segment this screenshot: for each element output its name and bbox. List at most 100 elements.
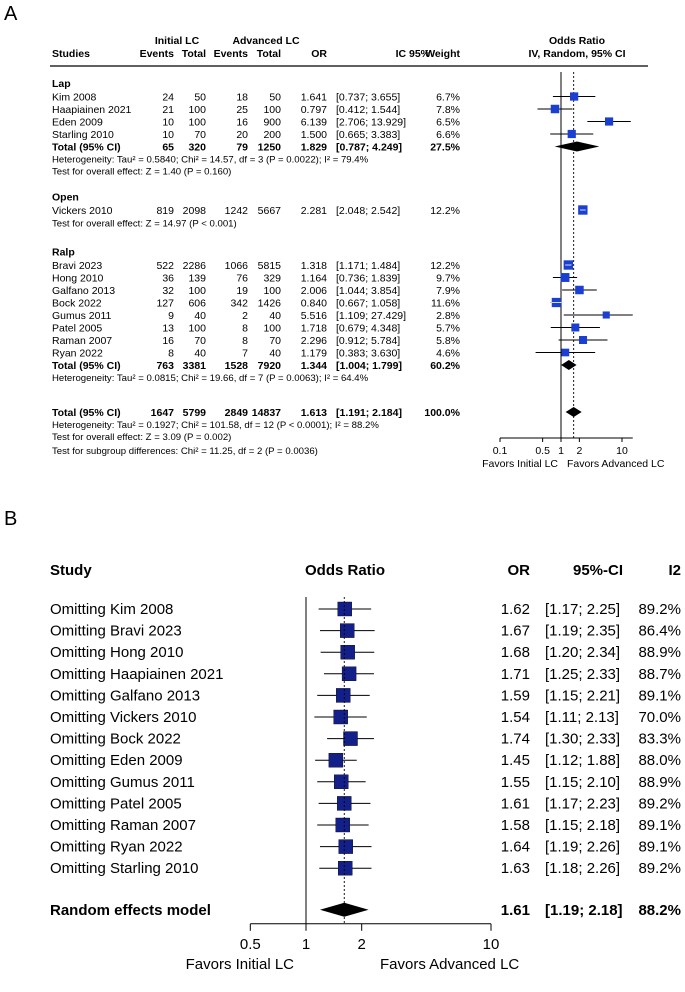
- panel-b-row-4-or: 1.59: [501, 687, 530, 704]
- panel-b-row-5-ci: [1.11; 2.13]: [545, 709, 619, 726]
- header-events-initial: Events: [140, 48, 175, 60]
- subgroup-ralp-study-2-events-advanced: 19: [236, 285, 248, 297]
- panel-b-row-0-or: 1.62: [501, 601, 530, 618]
- subgroup-ralp-study-1-square: [560, 273, 570, 282]
- subgroup-lap-study-1-weight: 7.8%: [436, 104, 460, 116]
- subgroup-ralp-total-events-initial: 763: [156, 360, 174, 372]
- subgroup-ralp-study-3-name: Bock 2022: [52, 298, 102, 310]
- subgroup-lap-title: Lap: [52, 78, 71, 90]
- subgroup-lap-study-0-or: 1.641: [301, 92, 327, 104]
- subgroup-ralp-study-1-total-advanced: 329: [263, 273, 281, 285]
- subgroup-ralp-study-3-ci: [0.667; 1.058]: [336, 298, 400, 310]
- panel-b-row-11-square: [338, 839, 353, 854]
- header-advanced-lc: Advanced LC: [232, 35, 300, 47]
- subgroup-lap-study-3-or: 1.500: [301, 129, 327, 141]
- subgroup-ralp-study-7-events-advanced: 7: [242, 348, 248, 360]
- overall-total-diamond: [565, 407, 582, 417]
- panel-b-header-i2: I2: [668, 562, 681, 579]
- subgroup-lap-study-0-name: Kim 2008: [52, 92, 97, 104]
- subgroup-ralp-study-5-square: [571, 323, 580, 332]
- panel-b-overall-or: 1.61: [501, 902, 530, 919]
- subgroup-lap-study-3-weight: 6.6%: [436, 129, 460, 141]
- subgroup-ralp-study-2-square: [575, 285, 584, 295]
- panel-b-row-8-or: 1.55: [501, 774, 530, 791]
- panel-b-row-2-or: 1.68: [501, 644, 530, 661]
- overall-note-1: Test for overall effect: Z = 3.09 (P = 0…: [52, 432, 231, 443]
- panel-b-row-12-ci: [1.18; 2.26]: [545, 860, 620, 877]
- header-method: IV, Random, 95% CI: [528, 48, 625, 60]
- panel-b-header-odds-ratio: Odds Ratio: [305, 562, 385, 579]
- panel-b-favors-right: Favors Advanced LC: [380, 956, 519, 973]
- subgroup-ralp-study-7-or: 1.179: [301, 348, 327, 360]
- panel-b-overall-name: Random effects model: [50, 902, 211, 919]
- subgroup-lap-total-label: Total (95% CI): [52, 142, 121, 154]
- panel-b-row-7-or: 1.45: [501, 752, 530, 769]
- subgroup-open-note-0: Test for overall effect: Z = 14.97 (P < …: [52, 219, 237, 230]
- header-initial-lc: Initial LC: [155, 35, 200, 47]
- subgroup-lap-study-2-total-initial: 100: [188, 117, 206, 129]
- subgroup-ralp-total-ci: [1.004; 1.799]: [336, 360, 402, 372]
- panel-b-overall-i2: 88.2%: [638, 902, 681, 919]
- panel-b-row-2-square: [340, 645, 355, 660]
- panel-b-row-10-ci: [1.15; 2.18]: [545, 817, 620, 834]
- subgroup-ralp-study-6-square: [579, 335, 588, 345]
- subgroup-lap-total-ci: [0.787; 4.249]: [336, 142, 402, 154]
- panel-b-row-0-square: [337, 601, 352, 617]
- subgroup-lap-study-2-weight: 6.5%: [436, 117, 460, 129]
- subgroup-lap-study-0-ci: [0.737; 3.655]: [336, 92, 400, 104]
- subgroup-lap-total-events-advanced: 79: [236, 142, 248, 154]
- subgroup-ralp-total-diamond: [561, 360, 577, 370]
- subgroup-ralp-study-0-total-initial: 2286: [183, 260, 207, 272]
- subgroup-ralp-study-6-weight: 5.8%: [436, 335, 460, 347]
- overall-total-or: 1.613: [301, 407, 327, 419]
- overall-total-total-initial: 5799: [183, 407, 207, 419]
- subgroup-ralp-study-3-total-advanced: 1426: [258, 298, 282, 310]
- subgroup-ralp-study-4-total-advanced: 40: [269, 310, 281, 322]
- subgroup-ralp-study-6-events-initial: 16: [162, 335, 174, 347]
- subgroup-ralp-study-6-name: Raman 2007: [52, 335, 112, 347]
- header-odds-ratio: Odds Ratio: [549, 35, 605, 47]
- header-total-advanced: Total: [257, 48, 281, 60]
- panel-b-row-9-name: Omitting Patel 2005: [50, 795, 182, 812]
- subgroup-ralp-total-total-advanced: 7920: [258, 360, 282, 372]
- subgroup-lap-study-1-or: 0.797: [301, 104, 327, 116]
- subgroup-ralp-note-0: Heterogeneity: Tau² = 0.0815; Chi² = 19.…: [52, 373, 369, 384]
- subgroup-ralp-study-3-events-advanced: 342: [230, 298, 248, 310]
- panel-b-row-3-ci: [1.25; 2.33]: [545, 666, 620, 683]
- subgroup-ralp-study-5-total-initial: 100: [188, 323, 206, 335]
- subgroup-lap-study-1-square: [550, 104, 560, 114]
- subgroup-lap-note-1: Test for overall effect: Z = 1.40 (P = 0…: [52, 167, 231, 178]
- panel-b-row-0-name: Omitting Kim 2008: [50, 601, 173, 618]
- subgroup-ralp-study-1-or: 1.164: [301, 273, 327, 285]
- panel-b-row-6-ci: [1.30; 2.33]: [545, 731, 620, 748]
- panel-b-row-5-square: [333, 709, 348, 725]
- subgroup-ralp-total-or: 1.344: [301, 360, 327, 372]
- subgroup-lap-study-1-events-advanced: 25: [236, 104, 248, 116]
- panel-b-row-9-i2: 89.2%: [638, 795, 681, 812]
- subgroup-ralp-study-2-events-initial: 32: [162, 285, 174, 297]
- panel-b-row-1-square: [340, 623, 355, 638]
- subgroup-open-study-0-ci: [2.048; 2.542]: [336, 205, 400, 217]
- subgroup-ralp-study-2-total-initial: 100: [188, 285, 206, 297]
- subgroup-ralp-study-4-name: Gumus 2011: [52, 310, 111, 322]
- subgroup-ralp-study-7-ci: [0.383; 3.630]: [336, 348, 400, 360]
- subgroup-ralp-study-0-events-advanced: 1066: [225, 260, 249, 272]
- subgroup-ralp-study-7-weight: 4.6%: [436, 348, 460, 360]
- subgroup-ralp-study-5-or: 1.718: [301, 323, 327, 335]
- subgroup-ralp-study-1-events-initial: 36: [162, 273, 174, 285]
- panel-b-tick-label-2: 2: [358, 936, 366, 953]
- subgroup-ralp-study-5-ci: [0.679; 4.348]: [336, 323, 400, 335]
- subgroup-ralp-study-1-name: Hong 2010: [52, 273, 104, 285]
- panel-b-row-3-square: [341, 666, 357, 681]
- overall-note-0: Heterogeneity: Tau² = 0.1927; Chi² = 101…: [52, 420, 379, 431]
- subgroup-ralp-title: Ralp: [52, 247, 75, 259]
- panel-b-row-1-ci: [1.19; 2.35]: [545, 623, 620, 640]
- subgroup-ralp-total-total-initial: 3381: [183, 360, 207, 372]
- subgroup-lap-study-3-total-advanced: 200: [263, 129, 281, 141]
- overall-total-total-advanced: 14837: [252, 407, 281, 419]
- panel-b-row-4-i2: 89.1%: [638, 687, 681, 704]
- subgroup-ralp-study-1-events-advanced: 76: [236, 273, 248, 285]
- panel-b-tick-label-3: 10: [483, 936, 500, 953]
- subgroup-ralp-study-6-or: 2.296: [301, 335, 327, 347]
- header-or: OR: [311, 48, 327, 60]
